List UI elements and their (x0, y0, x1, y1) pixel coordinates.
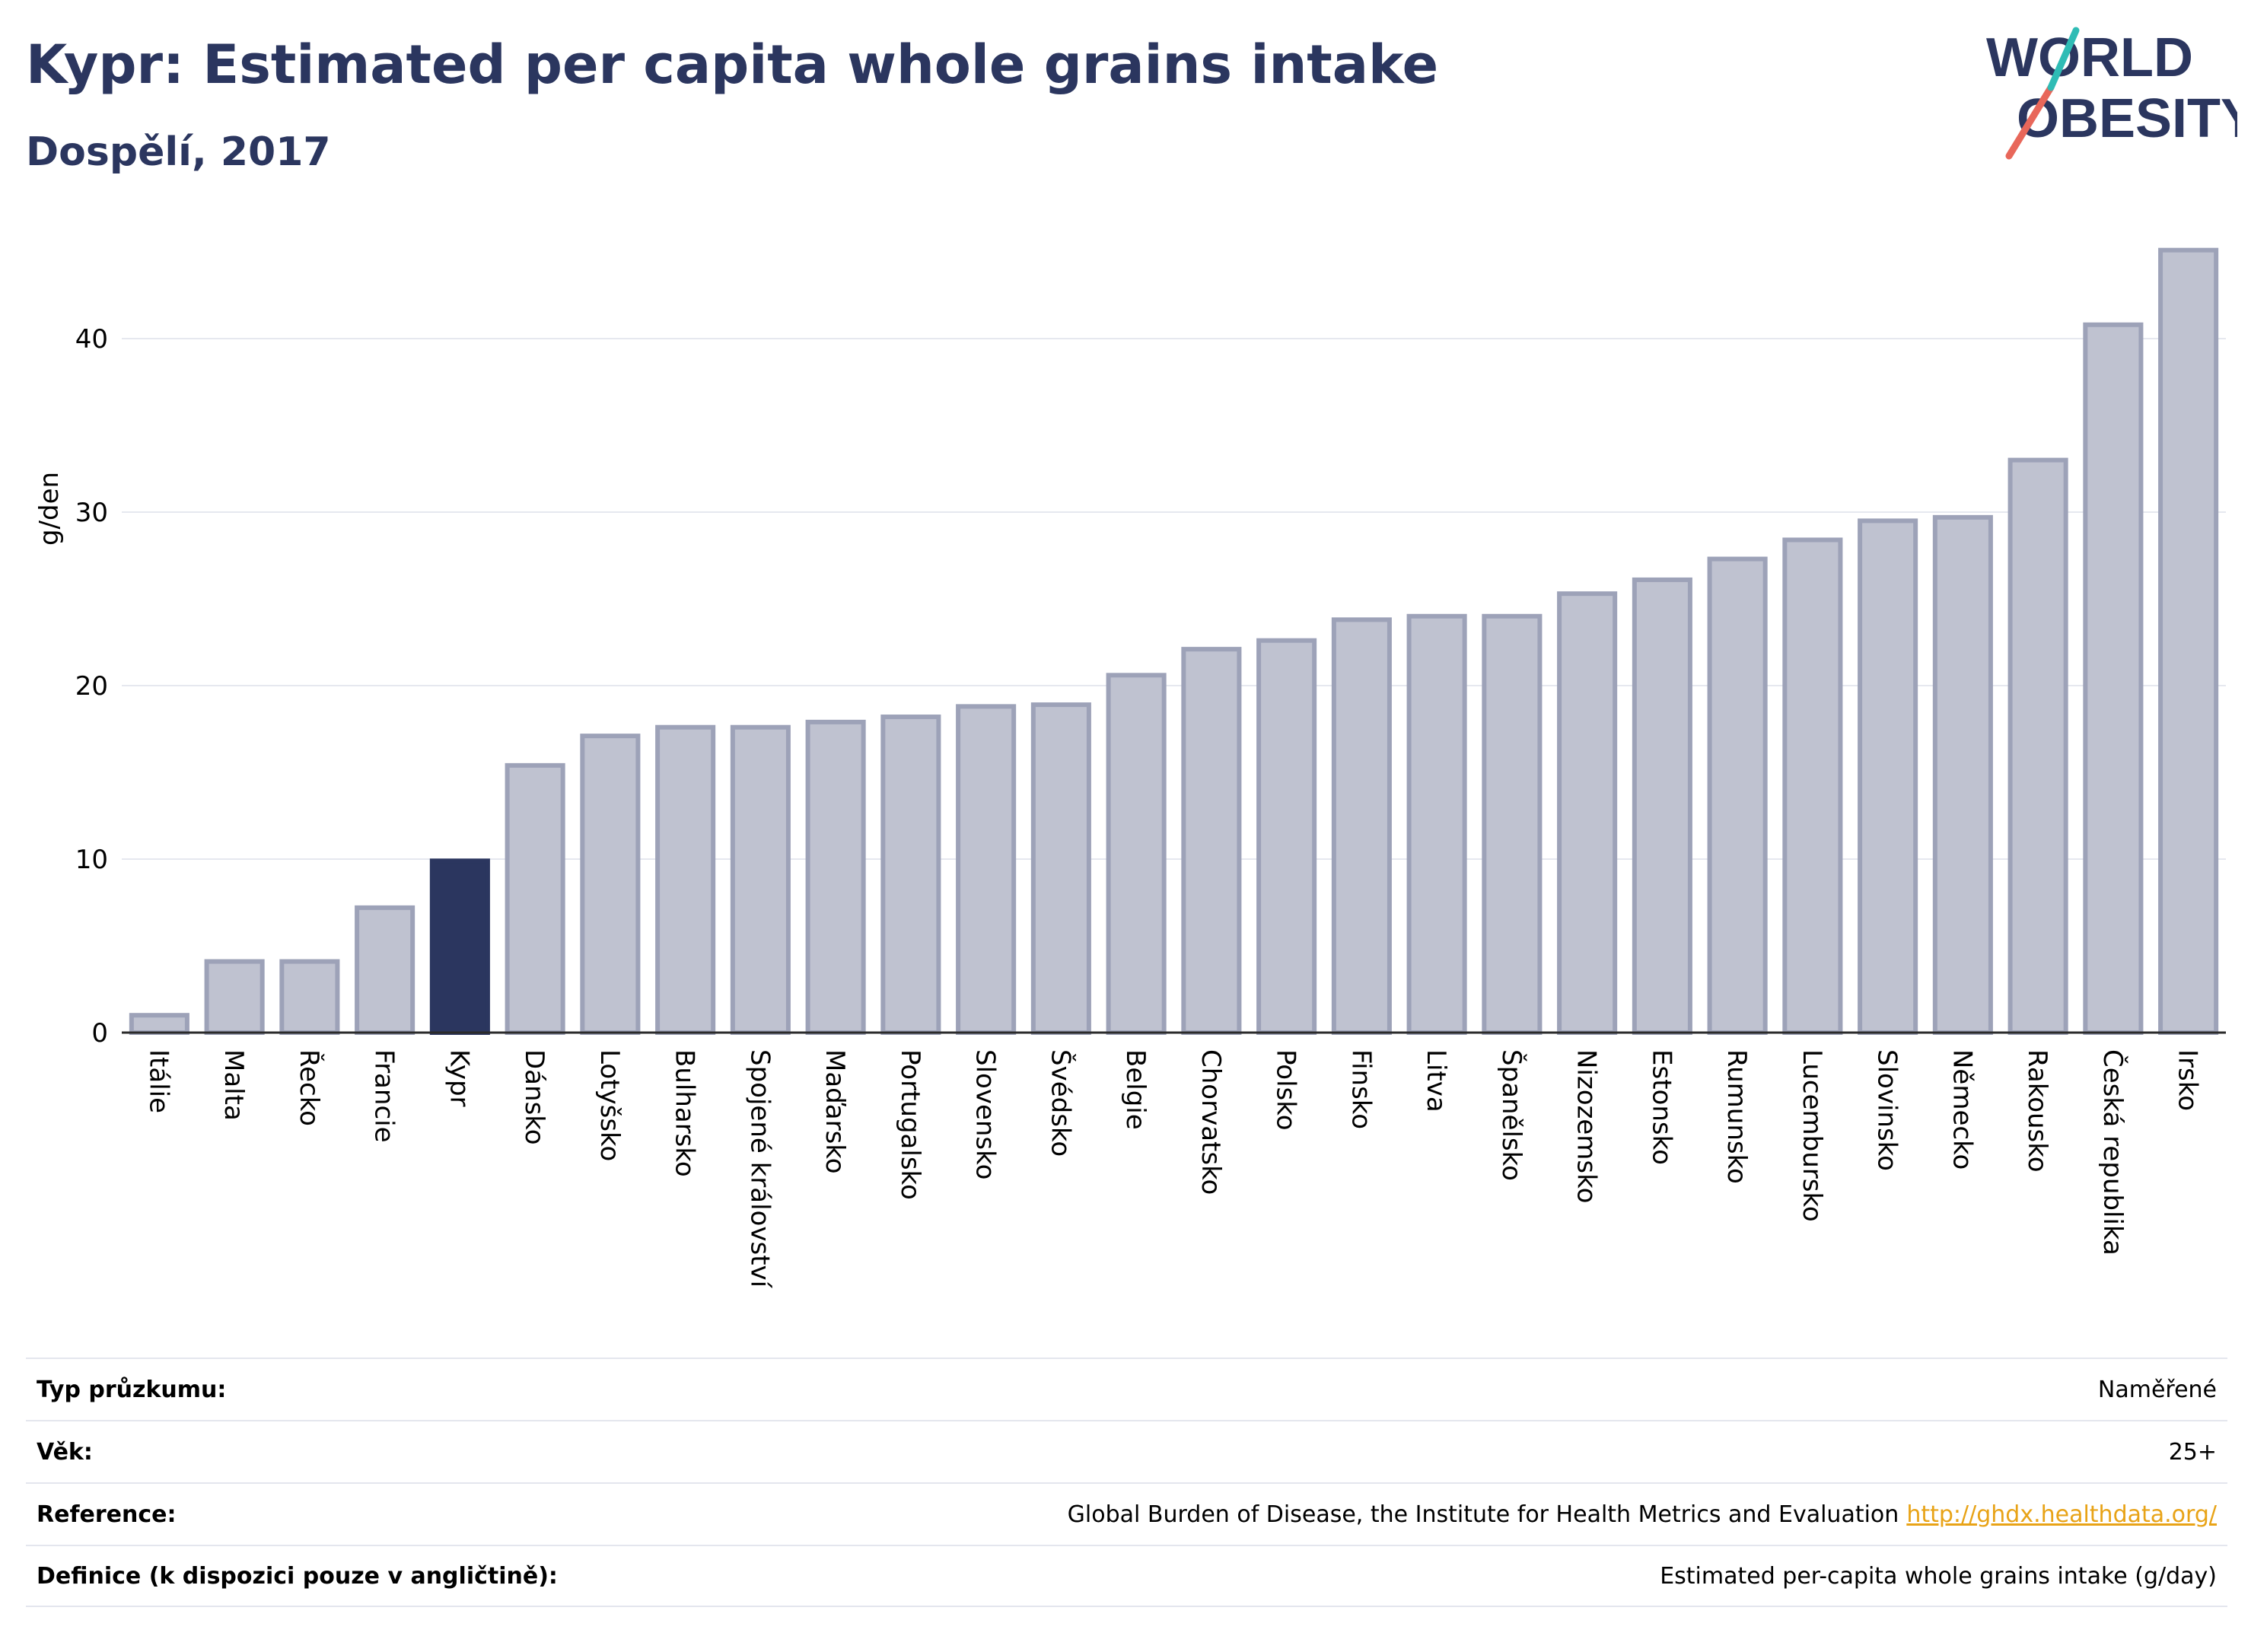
info-row-age: Věk: 25+ (26, 1420, 2227, 1482)
y-tick-label: 10 (75, 845, 108, 875)
x-tick-label: Francie (369, 1049, 400, 1143)
bar (1406, 613, 1467, 1035)
bar (880, 715, 941, 1035)
chart-subtitle: Dospělí, 2017 (26, 129, 331, 175)
bar (2083, 322, 2144, 1035)
x-tick-label: Lotyšsko (594, 1049, 625, 1161)
bar (279, 959, 340, 1036)
info-label: Věk: (37, 1438, 93, 1466)
bar (1482, 613, 1543, 1035)
bars (129, 247, 2219, 1036)
x-tick-label: Estonsko (1646, 1049, 1676, 1165)
x-tick-label: Rakousko (2022, 1049, 2052, 1173)
info-value-group: Global Burden of Disease, the Institute … (1068, 1501, 2217, 1528)
x-tick-label: Švédsko (1045, 1049, 1076, 1157)
world-obesity-logo: WORLD OBESITY (1986, 27, 2237, 160)
bar (1858, 518, 1918, 1035)
x-tick-label: Řecko (294, 1049, 325, 1126)
bar (355, 905, 415, 1035)
x-tick-label: Itálie (143, 1049, 174, 1113)
bar (956, 704, 1017, 1035)
x-tick-label: Slovinsko (1872, 1049, 1902, 1171)
bar (805, 719, 866, 1035)
bar (1707, 556, 1768, 1035)
x-tick-label: Bulharsko (670, 1049, 700, 1177)
x-tick-label: Irsko (2173, 1049, 2203, 1111)
x-tick-label: Dánsko (519, 1049, 549, 1145)
logo-slash-teal (2047, 27, 2080, 91)
x-tick-label: Portugalsko (895, 1049, 925, 1200)
bar-chart: 0 10 20 30 40 Itálie Malta Řecko Francie Kypr Dán… (34, 247, 2226, 1289)
info-value: 25+ (2168, 1438, 2217, 1466)
x-tick-label: Německo (1947, 1049, 1977, 1170)
bar (2158, 247, 2219, 1036)
bar (1632, 577, 1692, 1035)
info-row-survey-type: Typ průzkumu: Naměřené (26, 1358, 2227, 1420)
bar (1181, 647, 1242, 1035)
info-label: Typ průzkumu: (37, 1376, 227, 1403)
y-tick-labels: 0 10 20 30 40 (75, 324, 108, 1049)
bar (1782, 537, 1843, 1035)
bar (1557, 591, 1618, 1035)
bar (204, 959, 265, 1036)
bar (580, 734, 641, 1035)
y-axis-label: g/den (34, 472, 65, 546)
bar (1106, 673, 1167, 1035)
x-tick-label: Nizozemsko (1571, 1049, 1602, 1203)
x-tick-label: Spojené království (744, 1049, 775, 1289)
x-tick-label: Polsko (1271, 1049, 1301, 1131)
x-tick-label: Maďarsko (820, 1049, 850, 1174)
info-row-reference: Reference: Global Burden of Disease, the… (26, 1482, 2227, 1545)
y-tick-label: 0 (91, 1018, 108, 1049)
info-row-definition: Definice (k dispozici pouze v angličtině… (26, 1545, 2227, 1607)
bar (1932, 514, 1993, 1035)
info-label: Reference: (37, 1501, 177, 1528)
x-tick-label: Finsko (1345, 1049, 1376, 1129)
x-tick-label: Kypr (444, 1049, 474, 1107)
y-tick-label: 20 (75, 671, 108, 702)
logo-slash-coral (2005, 84, 2055, 160)
x-tick-label: Španělsko (1496, 1049, 1527, 1181)
x-tick-label: Malta (218, 1049, 249, 1121)
x-tick-label: Belgie (1120, 1049, 1151, 1130)
bar (655, 724, 716, 1035)
info-value: Naměřené (2097, 1376, 2217, 1403)
info-label: Definice (k dispozici pouze v angličtině… (37, 1562, 558, 1590)
x-tick-label: Rumunsko (1721, 1049, 1752, 1184)
info-value: Estimated per-capita whole grains intake… (1660, 1562, 2217, 1590)
y-tick-label: 30 (75, 498, 108, 528)
x-tick-label: Lucembursko (1797, 1049, 1827, 1222)
x-tick-labels: Itálie Malta Řecko Francie Kypr Dánsko Lotyšsk… (143, 1049, 2202, 1289)
bar (505, 762, 565, 1035)
y-tick-label: 40 (75, 324, 108, 355)
chart-title: Kypr: Estimated per capita whole grains … (26, 33, 1439, 96)
logo-line2: OBESITY (2017, 88, 2237, 149)
bar (730, 724, 791, 1035)
info-value: Global Burden of Disease, the Institute … (1067, 1501, 1899, 1528)
logo-line1: WORLD (1986, 27, 2193, 88)
reference-link[interactable]: http://ghdx.healthdata.org/ (1906, 1501, 2217, 1528)
bar (1256, 638, 1317, 1035)
bar (2007, 457, 2068, 1035)
bar-highlighted (429, 858, 490, 1036)
x-tick-label: Česká republika (2097, 1049, 2128, 1256)
bar (129, 1013, 189, 1035)
info-table: Typ průzkumu: Naměřené Věk: 25+ Referenc… (26, 1358, 2227, 1607)
bar (1030, 702, 1091, 1036)
x-tick-label: Chorvatsko (1196, 1049, 1226, 1195)
x-tick-label: Litva (1421, 1049, 1451, 1112)
bar (1331, 617, 1392, 1035)
x-tick-label: Slovensko (970, 1049, 1001, 1179)
